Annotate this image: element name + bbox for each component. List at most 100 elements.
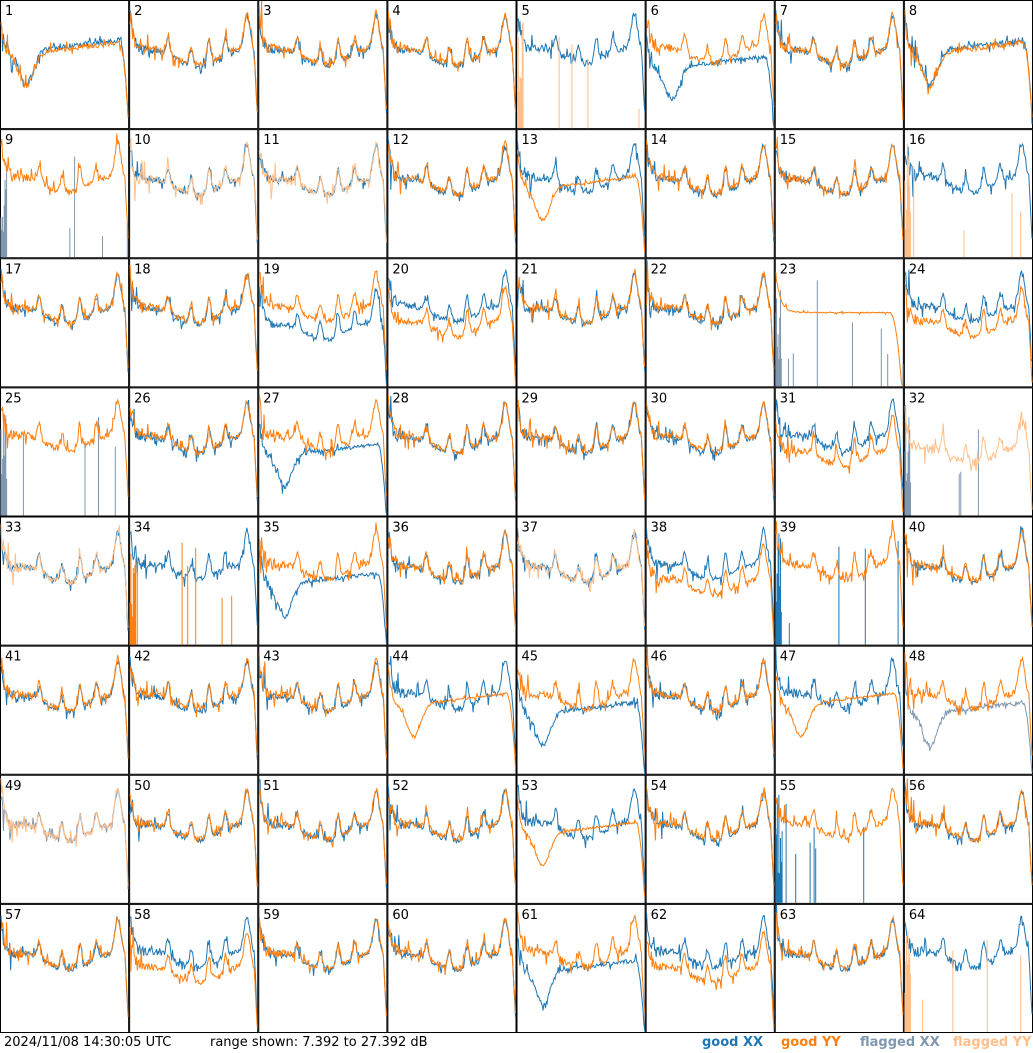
series-xx <box>775 280 904 387</box>
series-yy <box>0 270 129 369</box>
panel-58: 58 <box>129 903 259 1033</box>
series-yy <box>0 654 129 759</box>
panel-frame <box>516 645 646 775</box>
panel-frame <box>258 645 388 775</box>
series-xx <box>904 269 1033 362</box>
panel-frame <box>516 129 646 259</box>
series-yy <box>258 0 387 110</box>
panel-frame <box>129 516 259 646</box>
series-yy <box>904 930 1022 1032</box>
panel-frame <box>774 0 904 130</box>
panel-52: 52 <box>387 774 517 904</box>
series-yy <box>387 285 516 384</box>
series-yy <box>646 401 775 496</box>
series-yy <box>904 284 1033 383</box>
panel-frame <box>0 387 130 517</box>
panel-57: 57 <box>0 903 130 1033</box>
panel-6: 6 <box>645 0 775 130</box>
panel-32: 32 <box>903 387 1033 517</box>
panel-label: 29 <box>522 391 539 406</box>
series-xx <box>129 527 258 626</box>
series-yy <box>646 538 775 642</box>
panel-label: 35 <box>263 521 280 536</box>
panel-label: 28 <box>392 391 409 406</box>
series-yy <box>129 265 258 371</box>
panel-frame <box>903 645 1033 775</box>
panel-38: 38 <box>645 516 775 646</box>
series-yy <box>517 398 646 499</box>
series-yy <box>646 646 775 754</box>
series-yy <box>775 520 904 627</box>
panel-frame <box>774 387 904 517</box>
panel-45: 45 <box>516 645 646 775</box>
series-yy <box>517 658 646 754</box>
series-yy <box>775 272 903 386</box>
series-yy <box>387 394 516 497</box>
panel-frame <box>516 516 646 646</box>
legend-flagged-yy: flagged YY <box>953 1035 1032 1050</box>
panel-label: 53 <box>522 779 539 794</box>
series-yy <box>129 926 258 1028</box>
series-xx <box>129 272 258 370</box>
series-xx <box>775 533 899 645</box>
series-xx <box>258 285 387 385</box>
panel-23: 23 <box>774 258 904 388</box>
panel-label: 40 <box>909 521 926 536</box>
panel-label: 55 <box>780 779 797 794</box>
panel-label: 54 <box>651 779 668 794</box>
panel-frame <box>129 387 259 517</box>
panel-59: 59 <box>258 903 388 1033</box>
panel-33: 33 <box>0 516 130 646</box>
panel-34: 34 <box>129 516 259 646</box>
panel-label: 9 <box>5 133 13 148</box>
panel-5: 5 <box>516 0 646 130</box>
panel-54: 54 <box>645 774 775 904</box>
panel-frame <box>387 0 517 130</box>
series-yy <box>904 778 1033 886</box>
panel-frame <box>129 129 259 259</box>
panel-10: 10 <box>129 129 259 259</box>
panel-label: 26 <box>134 391 151 406</box>
series-yy <box>904 143 1022 258</box>
panel-20: 20 <box>387 258 517 388</box>
panel-frame <box>387 903 517 1033</box>
panel-label: 37 <box>522 521 539 536</box>
series-yy <box>258 916 387 1017</box>
panel-label: 16 <box>909 133 926 148</box>
panel-13: 13 <box>516 129 646 259</box>
panel-label: 12 <box>392 133 409 148</box>
panel-27: 27 <box>258 387 388 517</box>
panel-frame <box>258 774 388 904</box>
panel-29: 29 <box>516 387 646 517</box>
series-xx <box>646 525 775 625</box>
panel-label: 21 <box>522 262 539 277</box>
series-xx <box>904 404 979 516</box>
panel-51: 51 <box>258 774 388 904</box>
panel-frame <box>774 258 904 388</box>
series-xx <box>517 140 646 237</box>
panel-frame <box>645 129 775 259</box>
panel-label: 7 <box>780 4 788 19</box>
panel-label: 33 <box>5 521 22 536</box>
panel-frame <box>387 129 517 259</box>
panel-label: 2 <box>134 4 142 19</box>
legend-flagged-xx: flagged XX <box>860 1035 940 1050</box>
panel-label: 18 <box>134 262 151 277</box>
panel-label: 43 <box>263 650 280 665</box>
panel-26: 26 <box>129 387 259 517</box>
panel-label: 38 <box>651 521 668 536</box>
series-yy <box>646 260 775 370</box>
series-xx <box>646 652 775 759</box>
series-yy <box>517 149 646 253</box>
series-xx <box>258 423 387 515</box>
panel-49: 49 <box>0 774 130 904</box>
panel-label: 5 <box>522 4 530 19</box>
panel-22: 22 <box>645 258 775 388</box>
series-xx <box>775 398 904 490</box>
series-yy <box>0 524 129 628</box>
panel-41: 41 <box>0 645 130 775</box>
panel-frame <box>903 774 1033 904</box>
series-yy <box>129 788 258 888</box>
panel-35: 35 <box>258 516 388 646</box>
series-yy <box>904 528 1033 627</box>
